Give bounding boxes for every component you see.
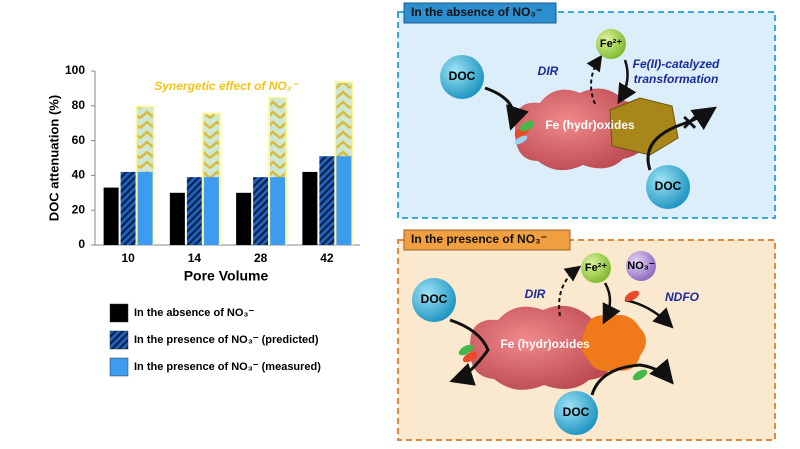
bar [169, 192, 185, 245]
panel-presence: In the presence of NO₃⁻ DOC DIR Fe²⁺ NO₃… [397, 229, 776, 441]
synergy-overlay [137, 107, 153, 172]
arrow [646, 106, 717, 171]
process-label: DIR [525, 287, 546, 301]
arrow [602, 282, 621, 325]
synergy-overlay [336, 83, 352, 157]
x-tick-label: 28 [254, 251, 268, 265]
bar [319, 156, 335, 245]
arrow [586, 54, 603, 105]
y-tick-label: 0 [78, 237, 85, 251]
panel-title-box [403, 229, 571, 251]
node-label: NO₃⁻ [627, 260, 655, 272]
icon [519, 120, 535, 132]
process-label: transformation [634, 72, 719, 86]
bar [253, 177, 269, 245]
iron-oxide-cloud [469, 305, 613, 390]
icon [624, 290, 640, 302]
fe-node [596, 29, 626, 59]
process-label: Fe(II)-catalyzed [633, 57, 720, 71]
doc-node [412, 278, 456, 322]
panel-title: In the presence of NO₃⁻ [411, 232, 547, 246]
panel-title: In the absence of NO₃⁻ [411, 5, 542, 19]
x-tick-label: 14 [188, 251, 202, 265]
annotation: Synergetic effect of NO₃⁻ [154, 79, 299, 93]
node-label: Fe (hydr)oxides [500, 337, 590, 351]
arrow [590, 358, 674, 396]
legend-swatch [109, 330, 129, 350]
no3-node [626, 251, 656, 281]
process-label: DIR [538, 64, 559, 78]
icon [514, 135, 528, 145]
arrow [449, 318, 490, 386]
doc-node [554, 391, 598, 435]
y-tick-label: 40 [72, 168, 86, 182]
x-tick-label: 10 [121, 251, 135, 265]
bar [120, 171, 136, 245]
fe-node [581, 253, 611, 283]
x-axis-label: Pore Volume [184, 268, 269, 284]
arrow [484, 86, 529, 131]
panel-title-box [403, 2, 557, 24]
bar [186, 177, 202, 245]
icon [458, 344, 474, 356]
legend-label: In the absence of NO₃⁻ [134, 307, 254, 319]
panel-absence: In the absence of NO₃⁻ × DOC DIR Fe²⁺ Fe… [397, 2, 776, 219]
x-tick-label: 42 [320, 251, 334, 265]
node-label: Fe (hydr)oxides [545, 118, 635, 132]
hexagon-mineral [609, 97, 679, 156]
legend-label: In the presence of NO₃⁻ (measured) [134, 361, 321, 373]
icon [462, 351, 478, 363]
legend-label: In the presence of NO₃⁻ (predicted) [134, 334, 319, 346]
icon [632, 369, 648, 381]
synergy-overlay [203, 114, 219, 178]
chart: DOC attenuation (%) Pore Volume Synerget… [46, 63, 360, 377]
arrow [617, 59, 637, 105]
y-axis-label: DOC attenuation (%) [46, 95, 61, 221]
node-label: Fe²⁺ [585, 262, 608, 274]
secondary-mineral [581, 314, 646, 372]
bar [103, 187, 119, 245]
legend-swatch [109, 357, 129, 377]
process-label: NDFO [665, 290, 700, 304]
y-tick-label: 60 [72, 133, 86, 147]
node-label: DOC [449, 69, 476, 83]
node-label: DOC [563, 405, 590, 419]
y-tick-label: 80 [72, 98, 86, 112]
doc-node [440, 55, 484, 99]
node-label: Fe²⁺ [600, 38, 623, 50]
bar [236, 192, 252, 245]
node-label: DOC [421, 292, 448, 306]
synergy-overlay [270, 98, 286, 178]
legend-swatch [109, 303, 129, 323]
node-label: DOC [655, 179, 682, 193]
arrow [558, 265, 582, 317]
bar [302, 171, 318, 245]
y-tick-label: 100 [65, 63, 85, 77]
y-tick-label: 20 [72, 202, 86, 216]
blocked-mark: × [682, 107, 697, 137]
doc-node [646, 165, 690, 209]
